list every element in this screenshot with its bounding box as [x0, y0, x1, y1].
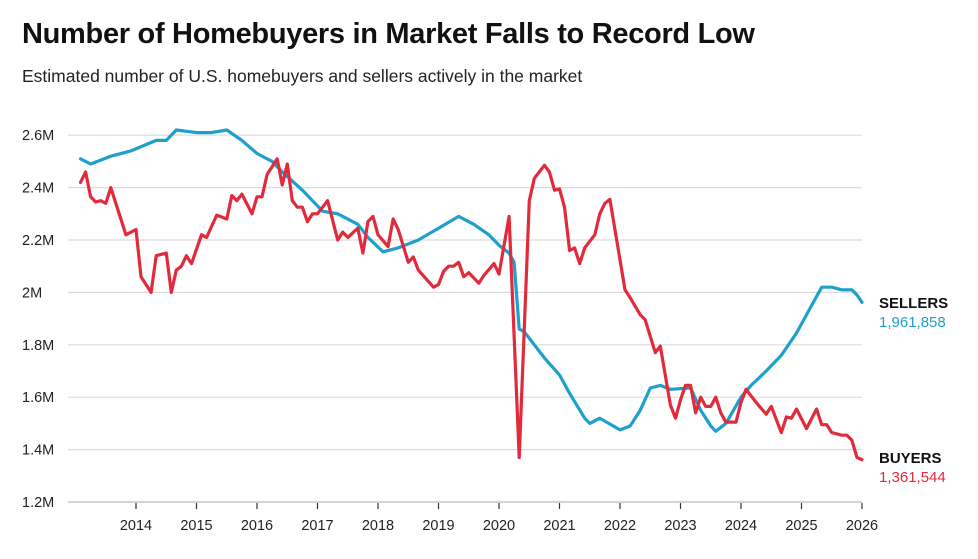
x-tick-label: 2014 [120, 518, 152, 534]
y-axis-ticks: 1.2M 1.4M 1.6M 1.8M 2M 2.2M 2.4M 2.6M [22, 128, 54, 511]
series-line-buyers [78, 157, 864, 462]
x-tick-label: 2020 [483, 518, 515, 534]
sellers-label: SELLERS [879, 295, 948, 312]
x-tick-label: 2023 [664, 518, 696, 534]
x-axis: 2014 2015 2016 2017 2018 2019 2020 2021 2022 2023… [120, 503, 878, 534]
series-lines [78, 128, 864, 462]
y-tick-label: 2.4M [22, 181, 54, 197]
chart-subtitle: Estimated number of U.S. homebuyers and … [22, 66, 583, 86]
x-tick-label: 2022 [604, 518, 636, 534]
y-tick-label: 2M [22, 285, 42, 301]
buyers-label: BUYERS [879, 450, 942, 467]
x-tick-label: 2025 [785, 518, 817, 534]
series-line-sellers [78, 128, 864, 433]
x-tick-label: 2018 [362, 518, 394, 534]
x-tick-label: 2017 [301, 518, 333, 534]
y-tick-label: 1.4M [22, 443, 54, 459]
x-tick-label: 2024 [725, 518, 757, 534]
buyers-end-value: 1,361,544 [879, 469, 946, 486]
x-tick-label: 2021 [543, 518, 575, 534]
sellers-end-value: 1,961,858 [879, 314, 946, 331]
x-tick-label: 2015 [180, 518, 212, 534]
y-tick-label: 1.2M [22, 495, 54, 511]
y-tick-label: 2.2M [22, 233, 54, 249]
x-tick-label: 2019 [422, 518, 454, 534]
x-tick-label: 2026 [846, 518, 878, 534]
x-tick-label: 2016 [241, 518, 273, 534]
y-tick-label: 1.8M [22, 338, 54, 354]
gridlines [68, 134, 862, 503]
y-tick-label: 1.6M [22, 390, 54, 406]
chart-title: Number of Homebuyers in Market Falls to … [22, 18, 755, 50]
y-tick-label: 2.6M [22, 128, 54, 144]
